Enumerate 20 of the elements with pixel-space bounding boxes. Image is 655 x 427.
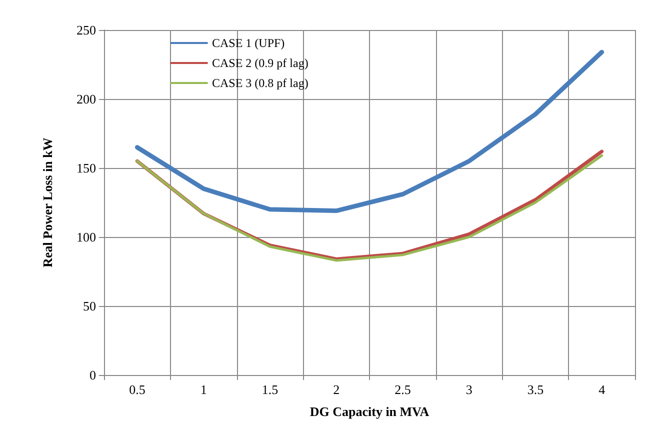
legend-label: CASE 2 (0.9 pf lag) <box>212 56 308 70</box>
x-tick-label: 2.5 <box>394 382 411 397</box>
legend-label: CASE 3 (0.8 pf lag) <box>212 76 308 90</box>
y-tick-label: 50 <box>83 298 96 314</box>
x-tick-label: 3 <box>466 382 472 397</box>
y-tick-label: 200 <box>76 92 96 106</box>
x-tick-label: 0.5 <box>129 382 146 397</box>
x-tick-label: 1 <box>200 382 207 397</box>
y-tick-label: 100 <box>76 230 96 244</box>
line-series <box>134 50 604 214</box>
x-tick-label: 2 <box>333 382 340 397</box>
y-tick-label: 250 <box>76 22 96 38</box>
y-tick-label: 0 <box>90 368 96 382</box>
legend-label: CASE 1 (UPF) <box>212 36 285 50</box>
y-tick-label: 150 <box>76 160 96 176</box>
x-tick-label: 3.5 <box>527 382 544 397</box>
x-tick-label: 1.5 <box>262 382 278 397</box>
y-axis-title: Real Power Loss in kW <box>40 138 55 268</box>
x-tick-label: 4 <box>598 382 606 397</box>
x-axis-title: DG Capacity in MVA <box>310 404 430 419</box>
